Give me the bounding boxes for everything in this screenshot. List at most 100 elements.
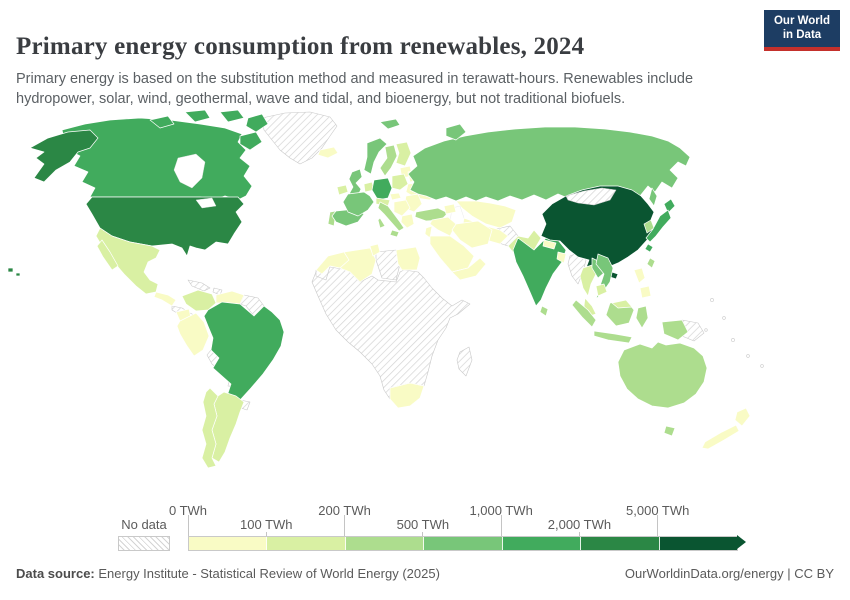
country-new-zealand-north[interactable] <box>734 407 751 427</box>
country-colombia[interactable] <box>181 289 217 312</box>
country-malaysia-borneo[interactable] <box>611 299 633 309</box>
region-balkans[interactable] <box>393 199 411 217</box>
legend-no-data-label: No data <box>121 517 167 532</box>
legend-bin-3[interactable] <box>424 537 503 550</box>
country-cuba[interactable] <box>187 279 211 292</box>
country-italy-sicily[interactable] <box>389 229 400 238</box>
country-new-zealand-south[interactable] <box>701 424 740 450</box>
country-sweden[interactable] <box>379 144 398 177</box>
legend-tick-label: 1,000 TWh <box>469 503 533 518</box>
legend-bin-1[interactable] <box>267 537 346 550</box>
country-germany[interactable] <box>371 177 393 201</box>
country-indonesia-west-new-guinea[interactable] <box>661 319 689 341</box>
country-peru[interactable] <box>176 312 210 357</box>
region-yemen-oman[interactable] <box>451 257 487 281</box>
owid-link[interactable]: OurWorldinData.org/energy <box>624 566 784 581</box>
country-czechia[interactable] <box>389 192 402 201</box>
legend-bin-4[interactable] <box>502 537 582 550</box>
pacific-islands <box>704 298 764 368</box>
chart-subtitle: Primary energy is based on the substitut… <box>16 70 694 108</box>
country-united-states-hawaii-2[interactable] <box>15 272 21 277</box>
country-malaysia-peninsula[interactable] <box>583 297 597 317</box>
country-indonesia-java[interactable] <box>593 330 633 344</box>
country-india[interactable] <box>512 235 567 307</box>
great-lakes <box>195 197 217 209</box>
country-greece[interactable] <box>400 213 415 229</box>
country-argentina[interactable] <box>211 391 245 463</box>
country-france[interactable] <box>342 191 375 217</box>
region-sub-saharan-africa[interactable] <box>311 266 471 400</box>
country-poland[interactable] <box>391 173 409 191</box>
country-united-states-alaska[interactable] <box>29 129 99 183</box>
country-japan-honshu[interactable] <box>645 209 672 243</box>
country-mongolia-overlay[interactable] <box>565 187 617 206</box>
country-chile[interactable] <box>201 387 219 469</box>
country-philippines-luzon[interactable] <box>633 267 646 284</box>
license-label: CC BY <box>794 566 834 581</box>
footer-separator: | <box>787 566 791 581</box>
region-caucasus[interactable] <box>443 203 457 215</box>
country-russia-sakhalin[interactable] <box>648 187 658 207</box>
country-philippines-mindanao[interactable] <box>639 285 652 299</box>
country-australia[interactable] <box>617 341 708 409</box>
legend-bin-5[interactable] <box>581 537 660 550</box>
country-canada[interactable] <box>61 117 253 201</box>
country-norway[interactable] <box>363 137 388 175</box>
legend-tick-label: 0 TWh <box>168 503 208 518</box>
legend-bin-0[interactable] <box>189 537 268 550</box>
country-egypt[interactable] <box>395 246 421 271</box>
country-canada-arctic-5[interactable] <box>239 131 263 151</box>
data-source-text: Energy Institute - Statistical Review of… <box>98 566 440 581</box>
country-iceland[interactable] <box>317 146 339 159</box>
legend-tick-label: 100 TWh <box>240 517 293 532</box>
owid-logo[interactable]: Our World in Data <box>764 10 840 51</box>
legend-tick-mark <box>265 532 267 536</box>
legend-tick-mark <box>187 515 189 536</box>
legend-tick-mark <box>344 515 346 536</box>
legend-tick-mark <box>422 532 424 536</box>
country-tunisia[interactable] <box>369 243 381 257</box>
legend-tick-labels: 0 TWh 100 TWh 200 TWh 500 TWh 1,000 TWh 2,000… <box>169 503 736 536</box>
country-nepal[interactable] <box>542 239 557 250</box>
country-russia[interactable] <box>407 126 691 202</box>
country-madagascar[interactable] <box>456 346 473 377</box>
country-italy[interactable] <box>377 201 405 232</box>
country-canada-arctic-3[interactable] <box>219 109 245 123</box>
country-iran[interactable] <box>451 220 493 249</box>
country-brazil[interactable] <box>203 301 285 405</box>
country-canada-arctic-4[interactable] <box>245 113 269 133</box>
country-indonesia-sulawesi[interactable] <box>635 305 649 329</box>
country-svalbard[interactable] <box>379 118 401 130</box>
country-cambodia[interactable] <box>595 283 608 297</box>
legend-no-data-swatch[interactable] <box>118 536 170 551</box>
legend-arrow-tip <box>737 535 746 549</box>
country-greenland[interactable] <box>261 111 338 165</box>
country-canada-arctic-1[interactable] <box>149 115 175 129</box>
country-japan-kyushu[interactable] <box>644 243 654 253</box>
legend-tick-label: 2,000 TWh <box>547 517 612 532</box>
country-finland[interactable] <box>395 141 412 167</box>
country-russia-novaya-zemlya[interactable] <box>445 123 467 141</box>
legend-tick-label: 500 TWh <box>396 517 450 532</box>
country-sri-lanka[interactable] <box>539 305 549 317</box>
country-taiwan[interactable] <box>646 257 656 269</box>
country-canada-arctic-2[interactable] <box>184 109 211 123</box>
country-united-states-hawaii-1[interactable] <box>7 267 14 273</box>
country-kazakhstan[interactable] <box>455 200 517 229</box>
legend-tick-label: 5,000 TWh <box>626 503 690 518</box>
owid-logo-line2: in Data <box>782 28 822 41</box>
owid-logo-line1: Our World <box>773 15 830 28</box>
country-mexico-baja[interactable] <box>96 239 119 271</box>
country-italy-sardinia[interactable] <box>377 217 386 229</box>
legend-bin-2[interactable] <box>345 537 425 550</box>
country-japan-hokkaido[interactable] <box>663 198 676 214</box>
region-central-america[interactable] <box>153 291 177 307</box>
legend-bin-6[interactable] <box>659 537 737 550</box>
country-indonesia-sumatra[interactable] <box>571 299 597 328</box>
country-australia-tasmania[interactable] <box>663 425 676 437</box>
country-bangladesh[interactable] <box>556 251 567 264</box>
country-south-africa[interactable] <box>389 382 425 409</box>
country-ireland[interactable] <box>336 184 349 196</box>
legend-color-bar[interactable] <box>188 536 738 551</box>
